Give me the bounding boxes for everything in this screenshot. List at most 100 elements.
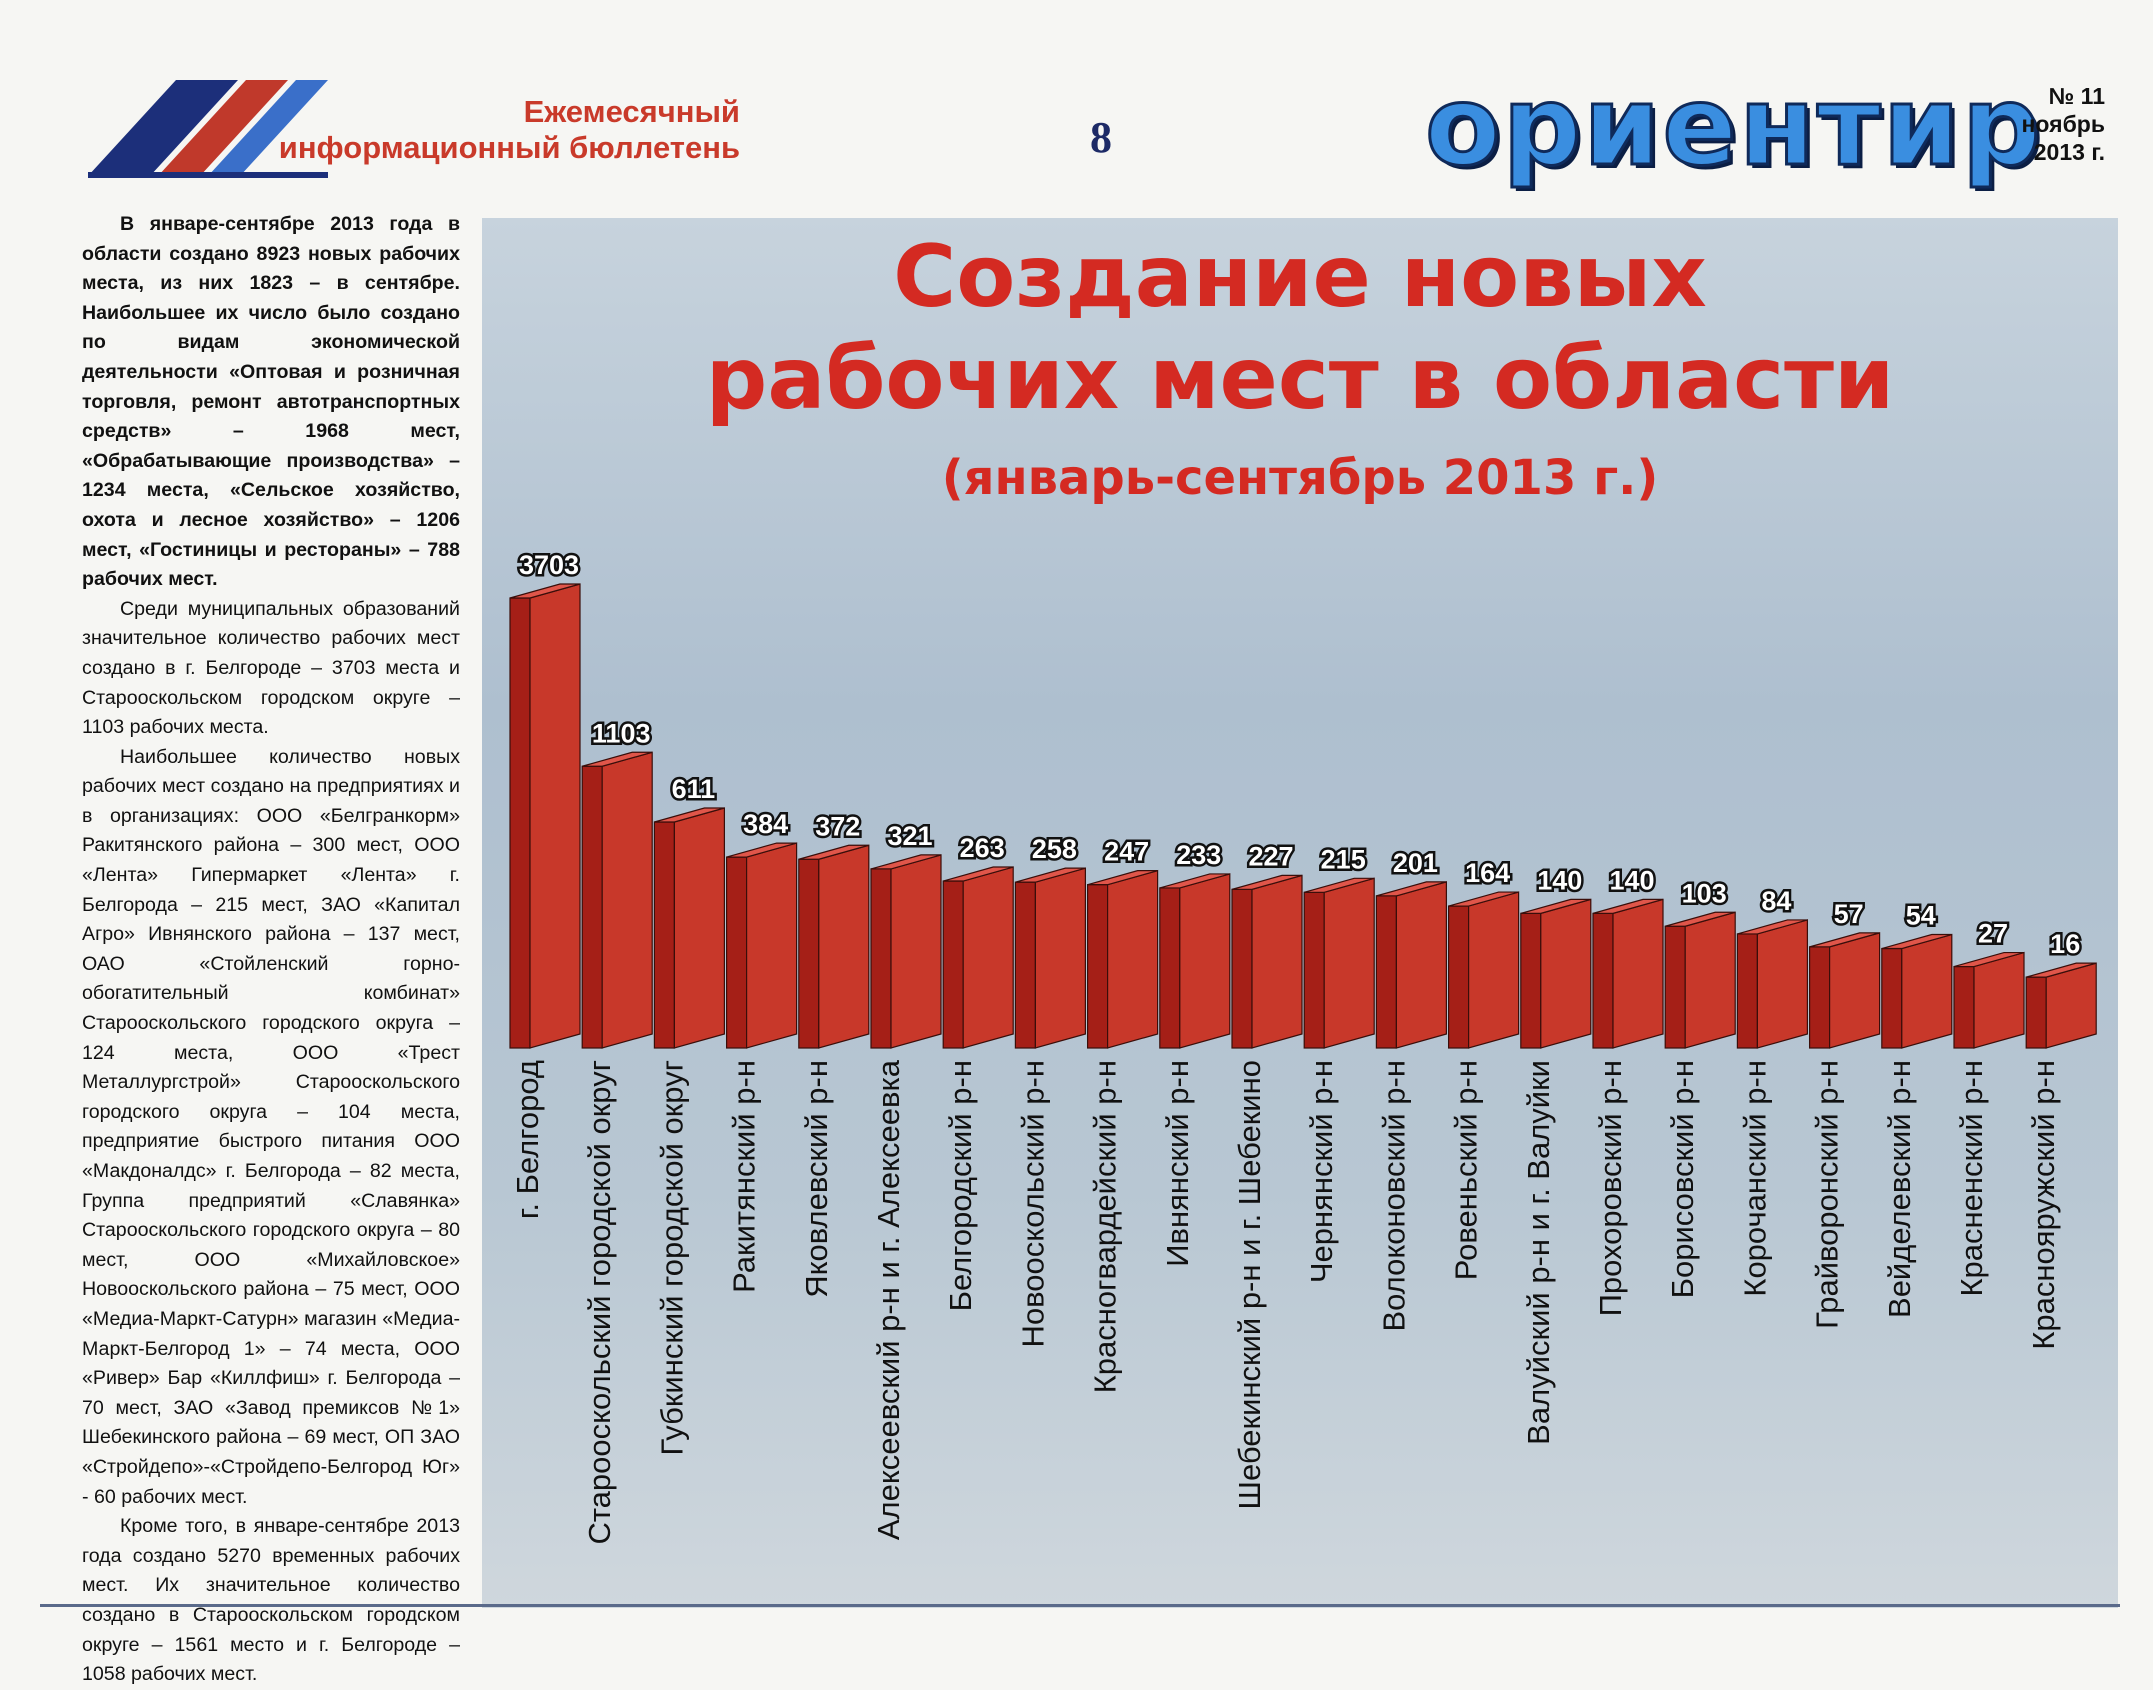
bar-side <box>1684 911 1736 1049</box>
bar-top <box>1520 898 1591 914</box>
category-label: Белгородский р-н <box>943 1060 978 1311</box>
bar-side <box>673 807 725 1049</box>
bar-front <box>1375 895 1398 1049</box>
bars-group: 3703 г. Белгород 1103 Старооскольский город… <box>509 548 2097 1545</box>
bar <box>1231 874 1303 1049</box>
value-label: 84 <box>1761 886 1791 916</box>
value-label: 384 <box>743 809 788 839</box>
bar-front <box>1736 933 1759 1049</box>
bar <box>1303 877 1375 1049</box>
category-label: Ракитянский р-н <box>727 1060 762 1293</box>
value-label: 3703 <box>519 550 579 580</box>
bar-side <box>1323 877 1375 1049</box>
value-label: 54 <box>1906 901 1936 931</box>
brand-title: ориентир <box>1424 61 2043 192</box>
article-paragraph: В январе-сентябре 2013 года в области со… <box>82 213 460 591</box>
subtitle-line1: Ежемесячный <box>523 94 740 129</box>
value-label: 247 <box>1104 837 1149 867</box>
category-label: Волоконовский р-н <box>1376 1060 1411 1332</box>
bar-side <box>1034 867 1087 1049</box>
article-column: В январе-сентябре 2013 года в области со… <box>82 210 460 1690</box>
page-number: 8 <box>1090 113 1112 162</box>
category-label: Красненский р-н <box>1954 1060 1989 1297</box>
bar-front <box>2025 976 2047 1049</box>
bar-front <box>653 821 675 1049</box>
category-label: Корочанский р-н <box>1737 1060 1772 1297</box>
bar-top <box>2026 962 2097 978</box>
bar-top <box>582 751 653 767</box>
bar-front <box>1520 912 1542 1049</box>
value-label: 57 <box>1834 899 1864 929</box>
bar-front <box>1953 965 1975 1049</box>
value-label: 103 <box>1682 878 1727 908</box>
chart-title-line3: (январь-сентябрь 2013 г.) <box>942 450 1659 506</box>
bar-side <box>529 583 581 1049</box>
bar <box>1447 891 1520 1049</box>
bar <box>1159 873 1231 1049</box>
bar-top <box>1376 881 1447 897</box>
bar-side <box>1756 919 1809 1049</box>
bar <box>1881 933 1953 1049</box>
bar <box>653 807 725 1049</box>
bar-side <box>1901 933 1953 1049</box>
issue-month: ноябрь <box>2021 111 2105 137</box>
bar-front <box>509 597 531 1049</box>
bar-front <box>1881 947 1903 1049</box>
value-label: 227 <box>1248 841 1293 871</box>
bar-top <box>1592 898 1664 914</box>
bar-top <box>1881 933 1952 950</box>
newspaper-page: Ежемесячный информационный бюллетень 8 о… <box>40 61 2120 1685</box>
value-label: 27 <box>1978 919 2008 949</box>
value-label: 164 <box>1465 858 1510 888</box>
value-label: 611 <box>672 774 716 804</box>
value-label: 321 <box>887 821 932 851</box>
bar-top <box>1304 877 1375 893</box>
bar <box>1664 911 1736 1049</box>
bar <box>726 842 798 1049</box>
bar-front <box>1808 946 1831 1049</box>
bar-top <box>509 583 581 599</box>
bar <box>1736 919 1809 1049</box>
bar-front <box>798 858 820 1049</box>
bar-front <box>1592 912 1614 1049</box>
category-label: Яковлевский р-н <box>799 1060 834 1298</box>
bar <box>509 583 581 1049</box>
bar-top <box>870 854 942 870</box>
bar <box>1520 898 1592 1049</box>
bar-top <box>1231 874 1303 890</box>
bar-side <box>1540 898 1592 1049</box>
bar <box>1592 898 1664 1049</box>
category-label: Губкинский городской округ <box>654 1060 689 1455</box>
bar-front <box>1231 888 1253 1049</box>
subtitle-line2: информационный бюллетень <box>278 130 740 165</box>
bar-side <box>962 866 1014 1049</box>
bar-front <box>1086 884 1109 1049</box>
bar-front <box>581 765 603 1049</box>
bulletin-logo <box>88 80 328 178</box>
bar <box>942 866 1014 1049</box>
bar-top <box>1737 919 1808 935</box>
bar-side <box>1612 898 1664 1049</box>
category-label: Ровеньский р-н <box>1449 1060 1484 1280</box>
category-label: г. Белгород <box>510 1060 545 1219</box>
category-label: Валуйский р-н и г. Валуйки <box>1521 1060 1556 1445</box>
bar-front <box>942 880 964 1049</box>
bar-front <box>1447 905 1470 1049</box>
value-label: 140 <box>1609 865 1654 895</box>
bar-side <box>1973 951 2025 1049</box>
bar-side <box>890 854 942 1049</box>
category-label: Чернянский р-н <box>1304 1060 1339 1283</box>
bar-side <box>818 844 870 1049</box>
bar-front <box>1014 881 1037 1049</box>
article-paragraph: Кроме того, в январе-сентябре 2013 года … <box>82 1515 460 1686</box>
issue-year: 2013 г. <box>2033 139 2105 165</box>
article-paragraph: Наибольшее количество новых рабочих мест… <box>82 745 460 1508</box>
category-label: Ивнянский р-н <box>1160 1060 1195 1267</box>
bar-side <box>1828 932 1881 1049</box>
bulletin-subtitle: Ежемесячный информационный бюллетень <box>230 94 740 166</box>
issue-number: № 11 <box>2048 83 2105 109</box>
bar-top <box>798 844 869 860</box>
value-label: 258 <box>1032 834 1077 864</box>
bar-top <box>1448 891 1519 907</box>
bar-side <box>746 842 798 1049</box>
